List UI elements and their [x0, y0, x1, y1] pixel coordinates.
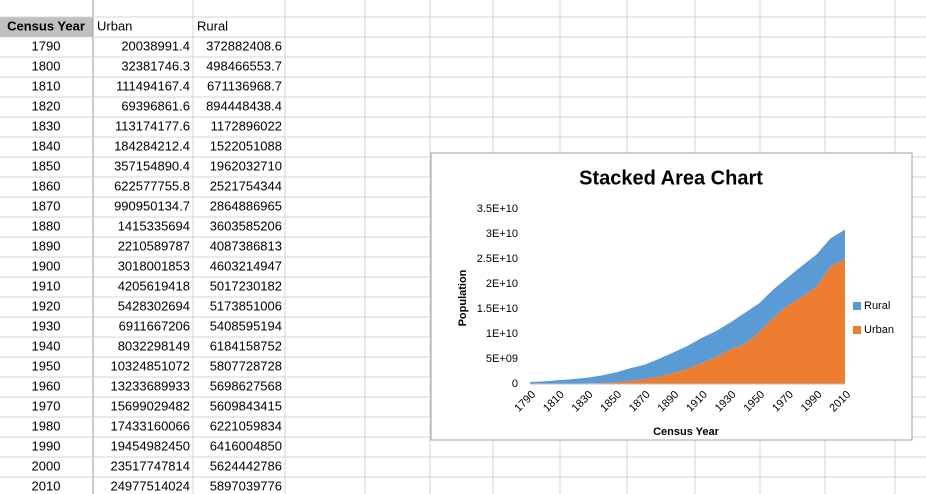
cell: 1522051088 — [210, 138, 282, 153]
column-header: Urban — [97, 18, 132, 33]
cell: 8032298149 — [118, 338, 190, 353]
cell: 23517747814 — [110, 458, 190, 473]
cell: 622577755.8 — [114, 178, 190, 193]
cell: 1962032710 — [210, 158, 282, 173]
cell: 894448438.4 — [206, 98, 282, 113]
cell: 1960 — [32, 378, 61, 393]
cell: 2864886965 — [210, 198, 282, 213]
cell: 5897039776 — [210, 478, 282, 493]
cell: 20038991.4 — [121, 38, 190, 53]
plot-area: 0 5E+09 1E+10 1.5E+10 2E+10 2.5E+10 3E+10 3.5E+… — [477, 203, 894, 415]
y-tick-label: 5E+09 — [486, 353, 518, 365]
y-tick-label: 1E+10 — [486, 328, 518, 340]
cell: 111494167.4 — [116, 78, 190, 93]
cell: 671136968.7 — [207, 78, 282, 93]
cell: 2010 — [32, 478, 61, 493]
header-cell-fill — [0, 17, 93, 37]
cell: 1950 — [32, 358, 61, 373]
y-tick-label: 0 — [512, 378, 518, 390]
chart-title: Stacked Area Chart — [579, 167, 763, 189]
legend-swatch — [853, 302, 861, 310]
cell: 24977514024 — [110, 478, 190, 493]
cell: 5609843415 — [210, 398, 282, 413]
cell: 1920 — [32, 298, 61, 313]
cell: 1800 — [32, 58, 61, 73]
cell: 1990 — [32, 438, 61, 453]
column-header: Rural — [197, 18, 228, 33]
cell: 13233689933 — [110, 378, 190, 393]
cell: 1810 — [32, 78, 61, 93]
cell: 1970 — [32, 398, 61, 413]
cell: 4205619418 — [118, 278, 190, 293]
cell: 10324851072 — [110, 358, 190, 373]
y-tick-label: 3E+10 — [486, 228, 518, 240]
y-axis-title: Population — [457, 269, 469, 326]
cell: 5428302694 — [118, 298, 190, 313]
cell: 15699029482 — [110, 398, 190, 413]
area — [530, 259, 845, 384]
cell: 4087386813 — [210, 238, 282, 253]
cell: 372882408.6 — [206, 38, 282, 53]
cell: 1870 — [32, 198, 61, 213]
cell: 1930 — [32, 318, 61, 333]
x-axis-title: Census Year — [653, 426, 720, 438]
cell: 1850 — [32, 158, 61, 173]
cell: 1880 — [32, 218, 61, 233]
cell: 1910 — [32, 278, 61, 293]
cell: 6416004850 — [210, 438, 282, 453]
cell: 1840 — [32, 138, 61, 153]
cell: 2210589787 — [118, 238, 190, 253]
cell: 1940 — [32, 338, 61, 353]
cell: 2521754344 — [210, 178, 282, 193]
cell: 990950134.7 — [114, 198, 190, 213]
cell: 32381746.3 — [121, 58, 190, 73]
cell: 5408595194 — [210, 318, 282, 333]
cell: 5624442786 — [210, 458, 282, 473]
cell: 5807728728 — [210, 358, 282, 373]
y-tick-label: 2.5E+10 — [477, 253, 518, 265]
cell: 1790 — [32, 38, 61, 53]
column-header: Census Year — [7, 18, 85, 33]
y-tick-label: 1.5E+10 — [477, 303, 518, 315]
cell: 1860 — [32, 178, 61, 193]
cell: 1820 — [32, 98, 61, 113]
cell: 1900 — [32, 258, 61, 273]
cell: 1415335694 — [118, 218, 190, 233]
y-tick-label: 2E+10 — [486, 278, 518, 290]
legend-label: Urban — [864, 324, 894, 336]
cell: 19454982450 — [110, 438, 190, 453]
cell: 498466553.7 — [206, 58, 282, 73]
cell: 1830 — [32, 118, 61, 133]
cell: 3018001853 — [118, 258, 190, 273]
cell: 5017230182 — [210, 278, 282, 293]
cell: 4603214947 — [210, 258, 282, 273]
cell: 184284212.4 — [114, 138, 190, 153]
cell: 17433160066 — [110, 418, 190, 433]
cell: 6221059834 — [210, 418, 282, 433]
cell: 1890 — [32, 238, 61, 253]
legend-swatch — [853, 326, 861, 334]
cell: 357154890.4 — [114, 158, 190, 173]
y-tick-label: 3.5E+10 — [477, 203, 518, 215]
cell: 5173851006 — [210, 298, 282, 313]
area — [530, 229, 845, 384]
cell: 69396861.6 — [121, 98, 190, 113]
cell: 1172896022 — [211, 118, 282, 133]
cell: 1980 — [32, 418, 61, 433]
cell: 113174177.6 — [115, 118, 190, 133]
cell: 2000 — [32, 458, 61, 473]
legend-label: Rural — [864, 300, 890, 312]
cell: 5698627568 — [210, 378, 282, 393]
cell: 6184158752 — [210, 338, 282, 353]
cell: 6911667206 — [119, 318, 190, 333]
cell: 3603585206 — [210, 218, 282, 233]
cells: Census Year Urban Rural 1790 20038991.4 37288… — [7, 18, 282, 493]
